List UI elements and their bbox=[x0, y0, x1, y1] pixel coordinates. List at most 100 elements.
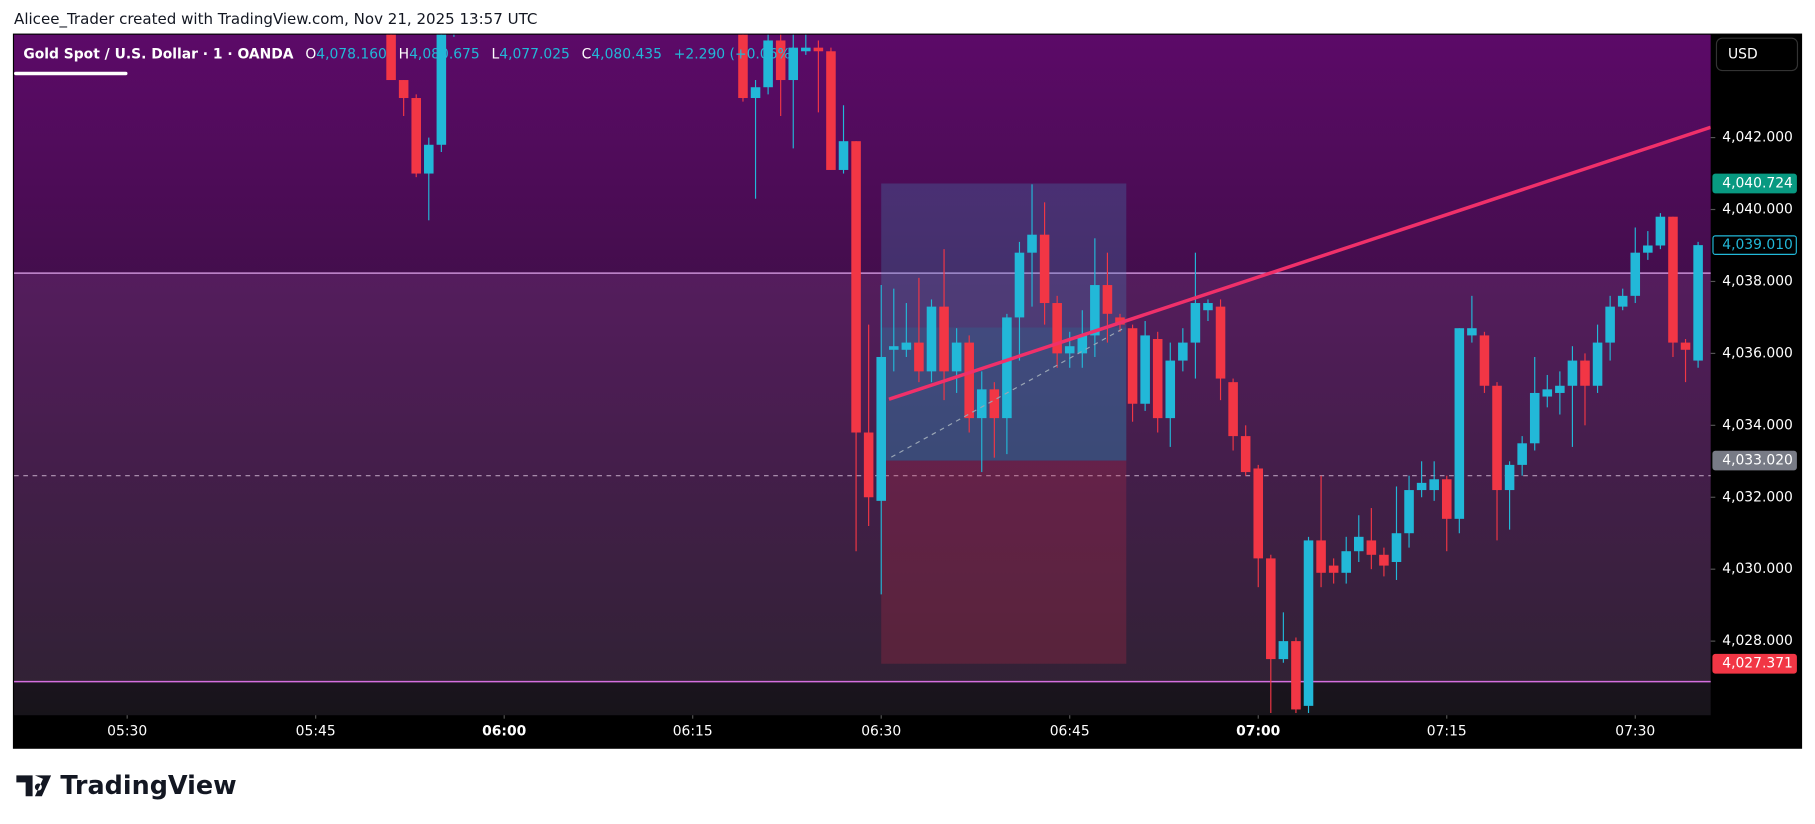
candle-body bbox=[386, 34, 396, 81]
ohlc-value: 4,080.675 bbox=[409, 46, 480, 62]
candle-body bbox=[989, 389, 1000, 419]
candle-body bbox=[1090, 285, 1100, 336]
candle-body bbox=[964, 342, 974, 419]
candle-body bbox=[1152, 338, 1163, 419]
position-path bbox=[891, 327, 1126, 458]
price-tag-label: 4,027.371 bbox=[1722, 656, 1793, 672]
candle-body bbox=[1529, 392, 1540, 444]
candles bbox=[386, 34, 1703, 714]
candle-body bbox=[1127, 328, 1138, 404]
change: +2.290 (+0.06%) bbox=[674, 46, 796, 62]
price-tag bbox=[1712, 235, 1797, 255]
x-tick-label: 05:45 bbox=[296, 723, 336, 739]
candle-body bbox=[411, 98, 421, 174]
candle-body bbox=[1441, 479, 1452, 519]
brand-logo bbox=[16, 775, 52, 797]
trend-line bbox=[888, 125, 1711, 401]
candle-body bbox=[1328, 565, 1339, 573]
candle-body bbox=[788, 47, 799, 81]
candle-body bbox=[1316, 540, 1326, 573]
currency-button[interactable] bbox=[1715, 37, 1799, 72]
ohlc-value: 4,078.160 bbox=[316, 46, 387, 62]
candle-body bbox=[1278, 641, 1289, 660]
candle-body bbox=[1555, 385, 1565, 393]
candle-body bbox=[1027, 234, 1037, 253]
candle-body bbox=[951, 342, 962, 372]
price-tag bbox=[1712, 653, 1797, 674]
candle-body bbox=[1291, 641, 1301, 710]
candle-body bbox=[1567, 360, 1578, 386]
candle-body bbox=[1203, 303, 1213, 311]
price-tag bbox=[1712, 450, 1797, 471]
candle-body bbox=[1002, 317, 1012, 419]
candle-body bbox=[1680, 342, 1691, 350]
candle-body bbox=[1178, 342, 1188, 361]
candle-body bbox=[1693, 245, 1703, 361]
candle-body bbox=[1240, 436, 1251, 473]
y-tick-label: 4,032.000 bbox=[1722, 489, 1793, 505]
candle-body bbox=[1228, 382, 1238, 437]
candle-body bbox=[901, 342, 912, 350]
candle-body bbox=[424, 144, 434, 174]
y-tick-label: 4,036.000 bbox=[1722, 345, 1793, 361]
drawings bbox=[888, 125, 1711, 458]
candle-body bbox=[1102, 285, 1113, 314]
x-tick-label: 06:30 bbox=[861, 723, 901, 739]
candle-body bbox=[1064, 346, 1075, 354]
axes: 4,028.000 4,030.000 4,032.000 4,034.000 4,03… bbox=[107, 130, 1797, 739]
candle-body bbox=[1341, 551, 1351, 573]
candle-body bbox=[914, 342, 924, 372]
ohlc-key: O bbox=[305, 46, 316, 62]
x-tick-label: 07:00 bbox=[1236, 723, 1280, 739]
candle-body bbox=[1379, 554, 1389, 566]
candle-body bbox=[1542, 389, 1553, 397]
candle-body bbox=[1479, 335, 1490, 386]
candle-body bbox=[851, 141, 861, 433]
candle-body bbox=[1454, 328, 1465, 519]
candle-body bbox=[1266, 558, 1276, 660]
candle-body bbox=[1605, 306, 1615, 343]
candle-body bbox=[1215, 306, 1226, 379]
candle-body bbox=[1580, 360, 1590, 386]
ohlc-value: 4,077.025 bbox=[499, 46, 570, 62]
candle-body bbox=[1190, 303, 1201, 343]
y-tick-label: 4,030.000 bbox=[1722, 561, 1793, 577]
candle-body bbox=[926, 306, 937, 372]
candle-body bbox=[813, 47, 824, 52]
candle-body bbox=[1303, 540, 1314, 706]
price-tag-label: 4,039.010 bbox=[1722, 237, 1793, 253]
y-tick-label: 4,028.000 bbox=[1722, 633, 1793, 649]
candle-body bbox=[1354, 536, 1364, 552]
ohlc-key: C bbox=[582, 46, 592, 62]
candle-body bbox=[1253, 468, 1264, 559]
candle-body bbox=[1630, 252, 1641, 296]
candle-body bbox=[1165, 360, 1176, 419]
currency-label[interactable]: USD bbox=[1728, 46, 1758, 62]
candle-body bbox=[838, 141, 849, 170]
plot-background bbox=[14, 34, 1711, 716]
price-tag-label: 4,033.020 bbox=[1722, 453, 1793, 469]
candle-body bbox=[1655, 216, 1666, 246]
x-tick-label: 06:15 bbox=[673, 723, 713, 739]
y-tick-label: 4,042.000 bbox=[1722, 130, 1793, 146]
overlays bbox=[881, 183, 1127, 664]
stop-zone bbox=[881, 460, 1127, 664]
ohlc-value: 4,080.435 bbox=[591, 46, 662, 62]
candle-body bbox=[1467, 328, 1477, 336]
candle-body bbox=[1404, 490, 1414, 534]
y-tick-label: 4,038.000 bbox=[1722, 273, 1793, 289]
x-tick-label: 06:00 bbox=[482, 723, 526, 739]
y-tick-label: 4,040.000 bbox=[1722, 202, 1793, 218]
candle-body bbox=[1617, 295, 1628, 307]
candle-body bbox=[1492, 385, 1502, 491]
candle-body bbox=[976, 389, 987, 419]
ohlc-key: L bbox=[492, 46, 500, 62]
zone-overlay bbox=[14, 273, 1711, 682]
candle-body bbox=[1429, 479, 1439, 491]
candle-body bbox=[1592, 342, 1603, 386]
candle-body bbox=[436, 34, 447, 145]
x-tick-label: 06:45 bbox=[1050, 723, 1090, 739]
candle-body bbox=[763, 40, 773, 88]
credit: Alicee_Trader created with TradingView.c… bbox=[14, 10, 537, 29]
